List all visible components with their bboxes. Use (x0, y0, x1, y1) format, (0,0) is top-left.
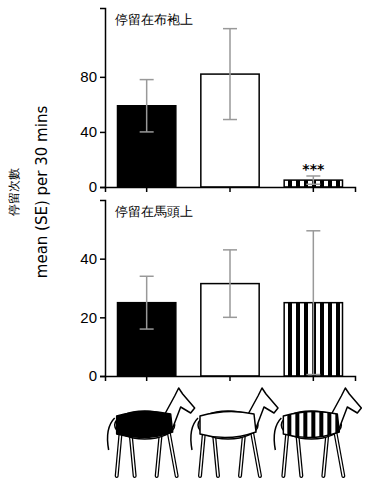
horse-icons (108, 388, 362, 476)
axis-line (106, 377, 356, 382)
error-bar (140, 80, 154, 132)
tick-mark (100, 77, 105, 79)
y-axis-title: 停留次數 (7, 168, 21, 216)
tick-mark (313, 187, 315, 192)
tick-mark (146, 187, 148, 192)
tick: 20 (80, 309, 105, 326)
panel: 0 20 40 停留在馬頭上 (80, 201, 355, 385)
error-cap (140, 276, 154, 278)
error-bar (223, 29, 237, 120)
error-cap (140, 79, 154, 81)
tick-label: 40 (80, 250, 97, 267)
tick: 40 (80, 250, 105, 267)
tick-mark (313, 376, 315, 381)
error-cap (223, 119, 237, 121)
tick-mark (100, 376, 105, 378)
tick-label: 0 (89, 367, 97, 384)
plot-area (118, 29, 343, 187)
tick: 40 (80, 123, 105, 140)
error-line (229, 250, 231, 317)
tick-mark (100, 187, 105, 189)
error-cap (140, 131, 154, 133)
tick (313, 187, 314, 192)
tick-label: 0 (89, 178, 97, 195)
error-cap (306, 183, 320, 185)
panel-title: 停留在布袍上 (115, 12, 193, 27)
panel: 0 40 80 停留在布袍上 *** (80, 9, 355, 196)
x-axis (106, 376, 356, 381)
chart: 0 40 80 停留在布袍上 *** 停留次數 mean (SE) per 30 mins 0… (0, 0, 371, 483)
tick-mark (100, 317, 105, 319)
axis-line (100, 201, 106, 377)
y-axis: 0 20 40 (80, 201, 105, 385)
tick (146, 376, 147, 381)
tick-mark (100, 132, 105, 134)
tick: 0 (89, 178, 105, 195)
error-cap (306, 230, 320, 232)
error-cap (223, 249, 237, 251)
tick-mark (229, 376, 231, 381)
error-cap (306, 374, 320, 376)
panel-title: 停留在馬頭上 (115, 204, 193, 219)
tick (146, 187, 147, 192)
tick: 80 (80, 68, 105, 85)
error-cap (140, 328, 154, 330)
tick: 0 (89, 367, 105, 384)
tick-label: 80 (80, 68, 97, 85)
y-axis-title: mean (SE) per 30 mins (33, 106, 51, 279)
tick-label: 40 (80, 123, 97, 140)
error-cap (223, 28, 237, 30)
error-bar (306, 176, 320, 184)
error-line (313, 176, 315, 184)
tick (230, 187, 231, 192)
plot-area (118, 231, 343, 376)
x-axis (106, 187, 356, 192)
tick-mark (229, 187, 231, 192)
horse-icon (191, 388, 278, 476)
error-line (313, 231, 315, 375)
error-cap (223, 317, 237, 319)
horse-icon (108, 388, 195, 476)
tick-label: 20 (80, 309, 97, 326)
error-line (146, 80, 148, 132)
axis-line (100, 9, 106, 188)
error-bar (140, 276, 154, 329)
error-bar (306, 231, 320, 375)
horse-icon (274, 388, 361, 476)
error-line (146, 276, 148, 329)
tick (230, 376, 231, 381)
tick-mark (146, 376, 148, 381)
error-line (229, 29, 231, 120)
error-bar (223, 250, 237, 317)
annotation: *** (302, 161, 325, 177)
tick (313, 376, 314, 381)
axis-line (106, 188, 356, 193)
tick-mark (100, 258, 105, 260)
y-axis: 0 40 80 (80, 9, 105, 196)
